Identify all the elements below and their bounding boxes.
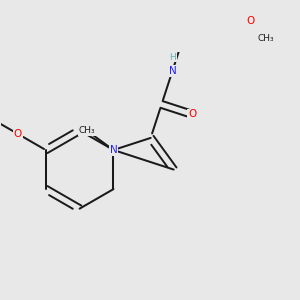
- Text: O: O: [14, 129, 22, 139]
- Text: O: O: [246, 16, 254, 26]
- Text: CH₃: CH₃: [78, 126, 95, 135]
- Text: N: N: [110, 145, 117, 155]
- Text: CH₃: CH₃: [258, 34, 274, 43]
- Text: H: H: [169, 53, 176, 62]
- Text: N: N: [169, 66, 176, 76]
- Text: O: O: [188, 109, 196, 119]
